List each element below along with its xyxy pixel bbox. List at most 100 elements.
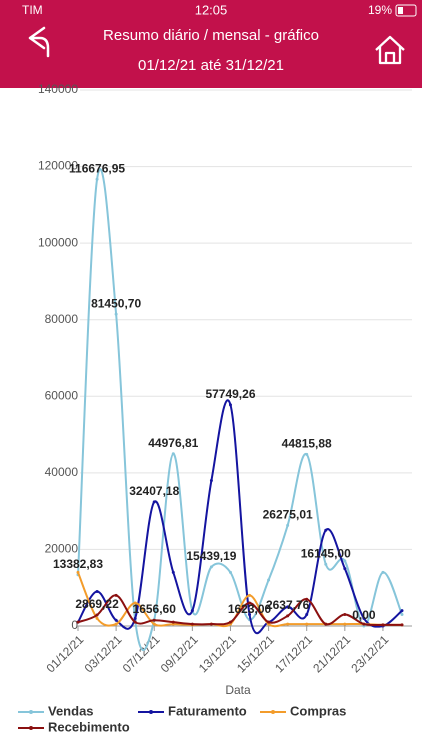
data-label: 13382,83 (53, 557, 103, 571)
series-line (77, 168, 403, 652)
legend-dot (29, 710, 33, 714)
legend-label: Compras (290, 703, 346, 718)
point (171, 452, 175, 456)
point (152, 622, 156, 626)
point (209, 622, 213, 626)
back-button[interactable] (28, 26, 50, 58)
series-line (77, 572, 403, 628)
x-tick-label: 13/12/21 (196, 632, 239, 675)
y-tick-label: 120000 (38, 159, 78, 173)
point (362, 622, 366, 626)
point (286, 523, 290, 527)
point (286, 605, 290, 609)
point (248, 613, 252, 617)
home-button[interactable] (375, 35, 405, 65)
data-label: 32407,18 (129, 484, 179, 498)
battery-icon (395, 4, 417, 17)
data-label: 1623,00 (228, 602, 272, 616)
point (248, 593, 252, 597)
series-line (77, 594, 403, 627)
y-tick-label: 140000 (38, 82, 78, 96)
point (381, 623, 385, 627)
data-label: 16145,00 (301, 546, 351, 560)
y-tick-label: 60000 (45, 388, 79, 402)
point (114, 593, 118, 597)
legend-dot (271, 710, 275, 714)
battery-level: 19% (368, 3, 392, 17)
x-tick-label: 01/12/21 (43, 632, 86, 675)
point (152, 500, 156, 504)
point (133, 601, 137, 605)
data-label: 44815,88 (282, 437, 332, 451)
point (95, 616, 99, 620)
point (228, 620, 232, 624)
point (171, 570, 175, 574)
y-tick-label: 20000 (45, 542, 79, 556)
point (95, 613, 99, 617)
point (95, 177, 99, 181)
data-label: 15439,19 (186, 549, 236, 563)
legend-label: Recebimento (48, 719, 130, 734)
point (190, 622, 194, 626)
data-label: 0,00 (352, 608, 376, 622)
point (190, 609, 194, 613)
clock: 12:05 (195, 2, 228, 17)
point (248, 601, 252, 605)
point (343, 613, 347, 617)
point (267, 620, 271, 624)
point (343, 622, 347, 626)
point (400, 609, 404, 613)
point (114, 622, 118, 626)
point (76, 620, 80, 624)
point (343, 559, 347, 563)
legend-label: Vendas (48, 703, 94, 718)
point (305, 597, 309, 601)
legend-label: Faturamento (168, 703, 247, 718)
data-label: 116676,95 (69, 161, 125, 175)
x-tick-label: 15/12/21 (234, 632, 277, 675)
header-title: Resumo diário / mensal - gráfico (103, 27, 319, 44)
data-label: 57749,26 (205, 387, 255, 401)
point (305, 622, 309, 626)
point (95, 590, 99, 594)
point (171, 620, 175, 624)
point (305, 613, 309, 617)
x-tick-label: 09/12/21 (158, 632, 201, 675)
point (133, 616, 137, 620)
point (305, 452, 309, 456)
x-tick-label: 03/12/21 (82, 632, 125, 675)
point (324, 528, 328, 532)
data-label: 81450,70 (91, 296, 141, 310)
point (381, 570, 385, 574)
point (114, 312, 118, 316)
point (209, 479, 213, 483)
chart: 0 20000 40000 60000 80000 100000 120000 140000 0… (18, 82, 412, 734)
y-tick-label: 40000 (45, 465, 79, 479)
x-tick-label: 21/12/21 (310, 632, 353, 675)
battery-fill (398, 7, 403, 14)
series-line (77, 399, 403, 635)
point (343, 567, 347, 571)
y-tick-label: 80000 (45, 312, 79, 326)
y-tick-label: 0 (71, 618, 78, 632)
x-tick-label: 23/12/21 (348, 632, 391, 675)
point (228, 570, 232, 574)
point (133, 620, 137, 624)
data-label: 44976,81 (148, 436, 198, 450)
header-period: 01/12/21 até 31/12/21 (138, 57, 284, 74)
point (286, 614, 290, 618)
legend-dot (149, 710, 153, 714)
point (362, 616, 366, 620)
point (324, 562, 328, 566)
point (228, 403, 232, 407)
point (76, 570, 80, 574)
x-tick-label: 17/12/21 (272, 632, 315, 675)
point (324, 622, 328, 626)
header-bar (0, 0, 422, 88)
point (286, 622, 290, 626)
data-label: 26275,01 (263, 508, 313, 522)
y-tick-label: 100000 (38, 235, 78, 249)
data-label: 2869,22 (75, 597, 119, 611)
point (400, 623, 404, 627)
